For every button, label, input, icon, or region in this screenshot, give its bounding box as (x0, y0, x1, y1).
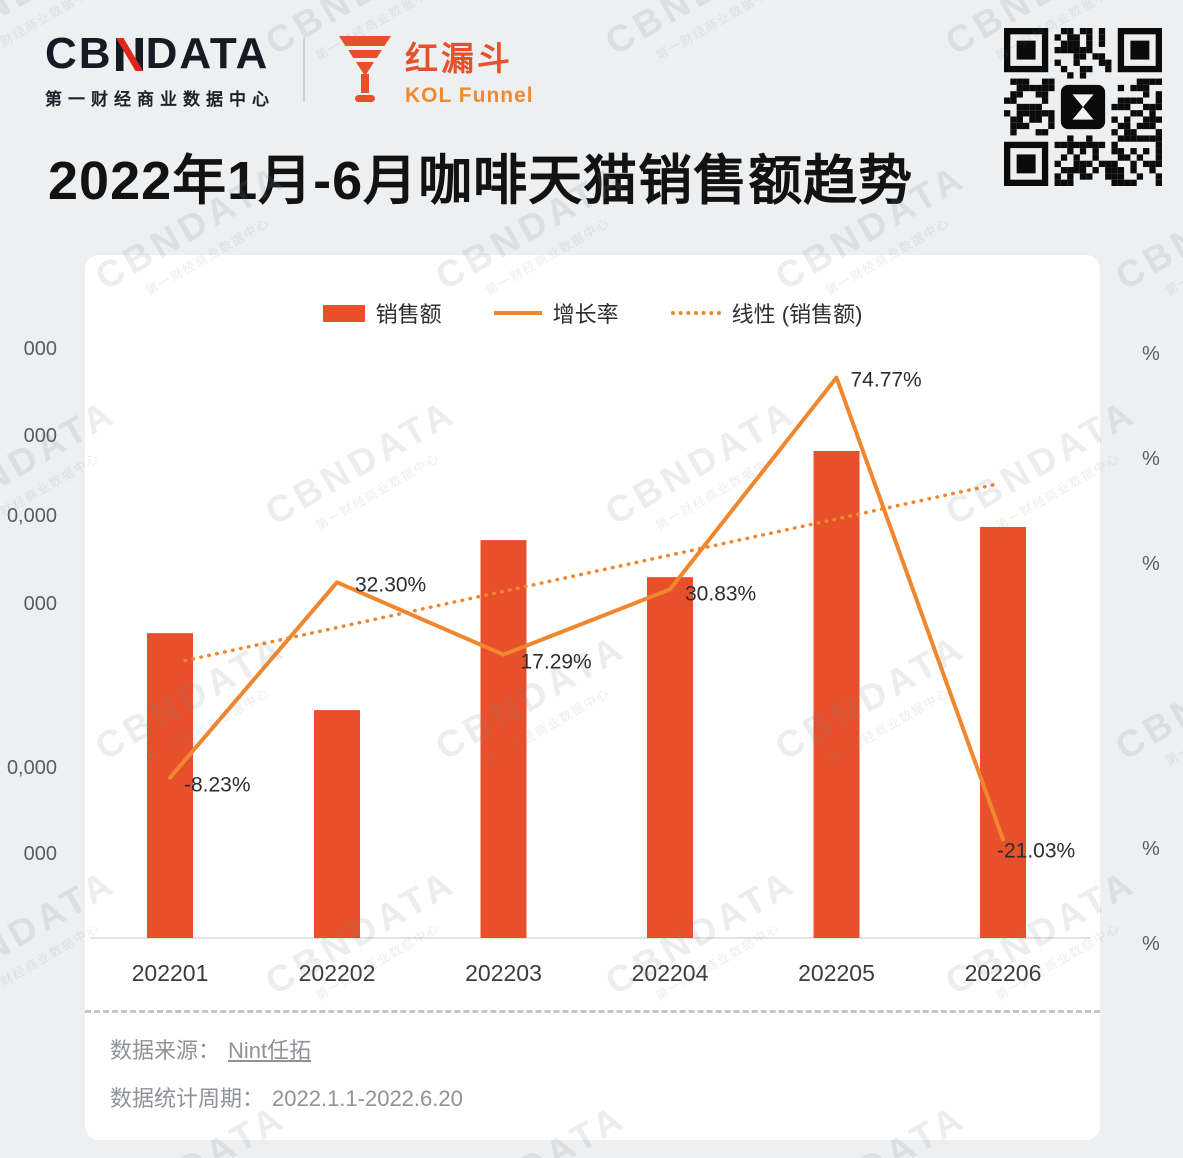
cbndata-logo-n-icon (115, 37, 143, 71)
growth-point-label: 74.77% (851, 369, 922, 392)
linear-trendline (183, 481, 1002, 663)
sales-bar-202205 (813, 451, 860, 938)
page-title: 2022年1月-6月咖啡天猫销售额趋势 (48, 151, 914, 211)
chart-plot-area: -8.23% 32.30% 17.29% 30.83% 74.77% -21.03% 202… (90, 369, 1090, 986)
kol-funnel-logo: 红漏斗 KOL Funnel (338, 32, 534, 108)
data-period-value: 2022.1.1-2022.6.20 (272, 1085, 463, 1111)
sales-bar-202201 (147, 633, 193, 938)
growth-point-label: 32.30% (355, 573, 426, 596)
funnel-icon (339, 36, 391, 102)
data-source-label: 数据来源： (110, 1038, 221, 1063)
growth-rate-line (168, 375, 1005, 842)
sales-bar-202203 (480, 540, 527, 938)
sales-bar-202202 (314, 710, 360, 938)
x-axis-label: 202203 (465, 960, 542, 986)
right-axis-fragment: % (1142, 343, 1160, 365)
x-axis-label: 202201 (132, 960, 209, 986)
kol-funnel-text: 红漏斗 KOL Funnel (405, 32, 534, 108)
x-axis-label: 202206 (965, 960, 1042, 986)
kol-funnel-subtitle: KOL Funnel (405, 84, 534, 107)
growth-point-label: 17.29% (521, 651, 592, 674)
left-axis-fragment: 000 (23, 843, 57, 865)
sales-bar-202204 (647, 577, 693, 938)
cbndata-subtitle: 第一财经商业数据中心 (45, 90, 275, 109)
footer-dashed-divider (85, 1010, 1100, 1013)
linear-trend-swatch (670, 311, 721, 315)
kol-funnel-title: 红漏斗 (405, 40, 513, 77)
x-axis-label: 202204 (632, 960, 709, 986)
right-axis-fragment: % (1142, 838, 1160, 860)
left-axis-fragment: 000 (23, 425, 57, 447)
cbndata-letters-data: DATA (145, 29, 270, 78)
chart-card: 销售额 增长率 线性 (销售额) -8.23% 32.30% 17.29% 30.83… (85, 255, 1100, 1140)
data-period-label: 数据统计周期： (110, 1085, 265, 1111)
left-axis-fragment: 000 (23, 338, 57, 360)
x-axis-label: 202205 (798, 960, 875, 986)
legend-item-growth: 增长率 (493, 297, 619, 329)
growth-line-swatch (493, 311, 542, 315)
legend-item-sales: 销售额 (322, 297, 442, 329)
cbndata-letters-cb: CB (45, 29, 113, 78)
x-axis-label: 202202 (299, 960, 376, 986)
footer: 数据来源： Nint任拓 数据统计周期： 2022.1.1-2022.6.20 (110, 1027, 463, 1123)
left-axis-fragment: 000 (23, 593, 57, 615)
left-axis-fragment: 0,000 (6, 505, 57, 527)
right-axis-fragment: % (1142, 448, 1160, 470)
sales-bar-swatch (322, 304, 365, 322)
data-source-value: Nint任拓 (228, 1038, 312, 1063)
sales-bar-202206 (980, 526, 1026, 938)
left-axis-fragment: 0,000 (6, 757, 57, 779)
growth-point-label: -21.03% (997, 839, 1075, 862)
data-period-line: 数据统计周期： 2022.1.1-2022.6.20 (110, 1075, 463, 1123)
right-axis-fragment: % (1142, 553, 1160, 575)
data-source-line: 数据来源： Nint任拓 (110, 1027, 463, 1075)
cbndata-wordmark: CB DATA (45, 29, 275, 78)
cbndata-logo: CB DATA 第一财经商业数据中心 (45, 29, 275, 110)
qr-code (1004, 28, 1162, 186)
legend-sales-label: 销售额 (375, 302, 442, 327)
growth-point-label: -8.23% (184, 774, 251, 797)
logo-divider (303, 38, 305, 102)
right-axis-fragment: % (1142, 933, 1160, 955)
legend-linear-label: 线性 (销售额) (731, 302, 863, 327)
legend-item-linear: 线性 (销售额) (670, 297, 863, 329)
legend-growth-label: 增长率 (552, 302, 619, 327)
chart-legend: 销售额 增长率 线性 (销售额) (85, 297, 1100, 329)
growth-point-label: 30.83% (685, 582, 756, 605)
